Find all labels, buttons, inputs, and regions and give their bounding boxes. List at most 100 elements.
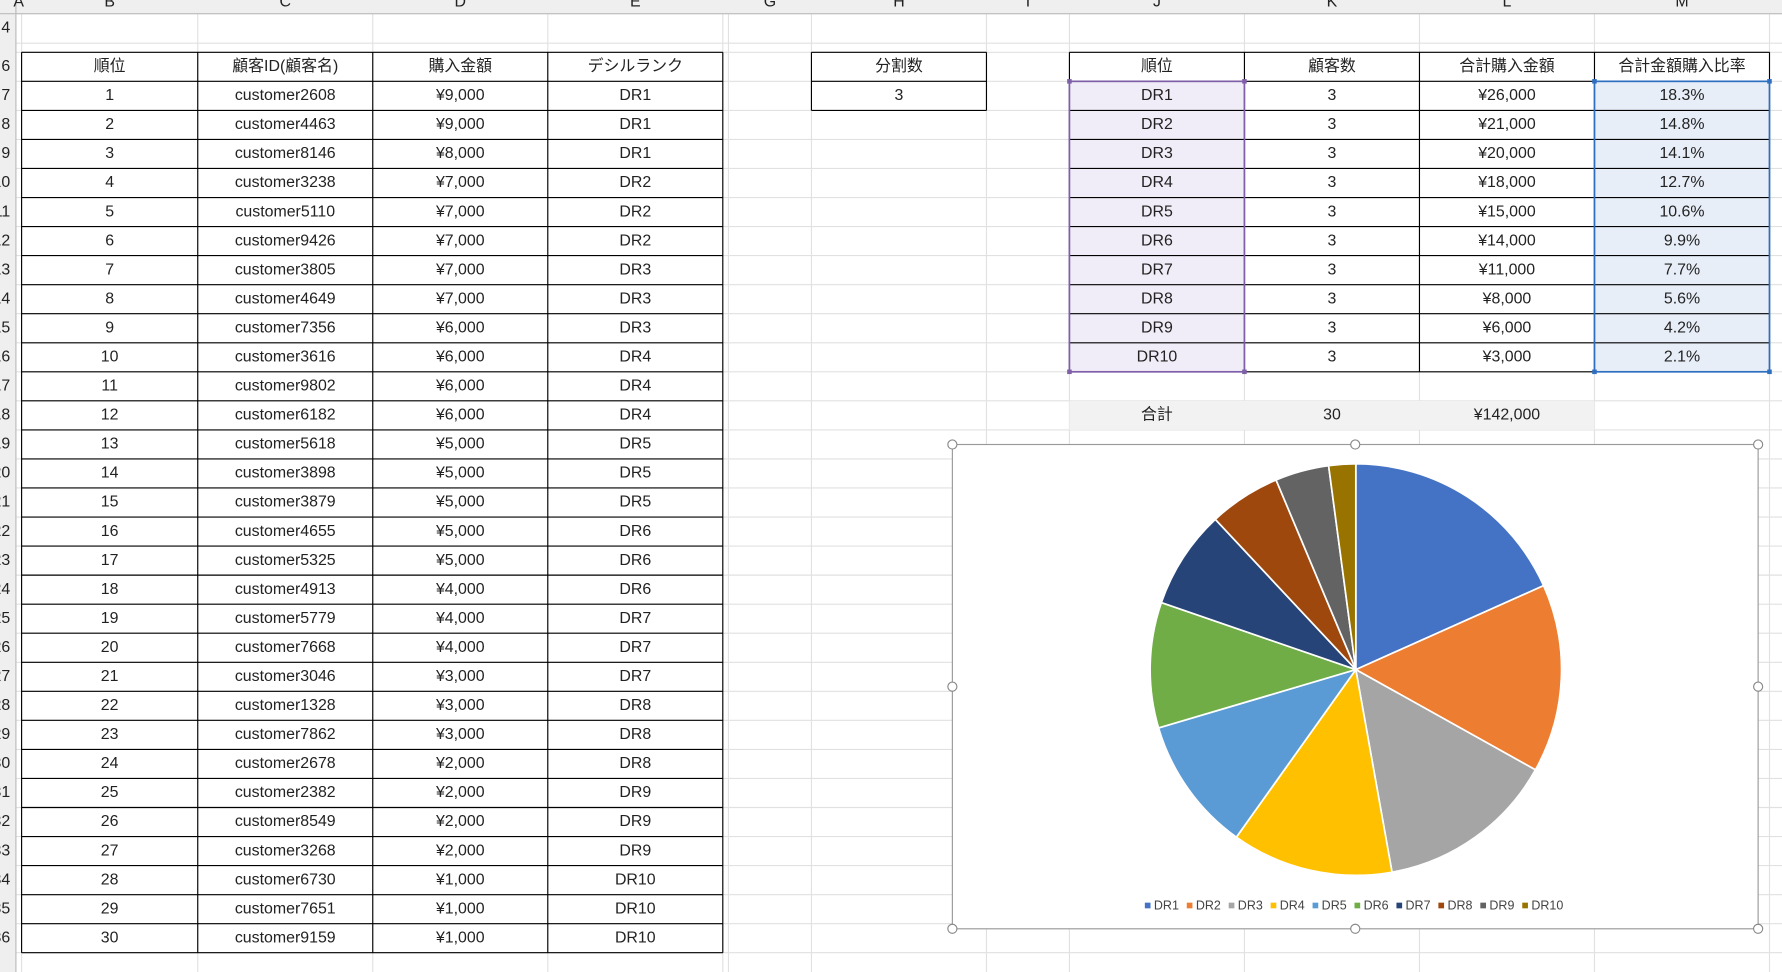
- table-cell: DR5: [619, 465, 651, 482]
- table-cell: 7: [105, 261, 114, 278]
- table-cell: 3: [1328, 145, 1337, 162]
- row-header: 14: [0, 290, 10, 307]
- table-cell: ¥3,000: [435, 668, 485, 685]
- table-header: 合計金額購入比率: [1618, 57, 1745, 75]
- table-cell: customer3046: [235, 668, 336, 685]
- table-cell: ¥5,000: [435, 465, 485, 482]
- table-cell: customer7668: [235, 639, 336, 656]
- table-cell: DR6: [619, 581, 651, 598]
- table-cell: 26: [101, 813, 119, 830]
- table-cell: ¥2,000: [435, 784, 485, 801]
- row-header: 26: [0, 639, 10, 656]
- chart-handle[interactable]: [947, 681, 958, 692]
- row-header: 12: [0, 232, 10, 249]
- table-cell: 3: [1328, 87, 1337, 104]
- chart-handle[interactable]: [1350, 439, 1361, 450]
- table-cell: DR10: [615, 929, 656, 946]
- table-cell: DR9: [619, 842, 651, 859]
- table-cell: DR8: [1141, 290, 1173, 307]
- table-cell: customer9802: [235, 378, 336, 395]
- row-header: 35: [0, 900, 10, 917]
- table-cell: customer7356: [235, 319, 336, 336]
- table-cell: ¥11,000: [1478, 261, 1535, 278]
- chart-handle[interactable]: [947, 923, 958, 934]
- row-header: 15: [0, 319, 10, 336]
- column-header: A: [13, 0, 24, 10]
- table-cell: ¥7,000: [435, 174, 485, 191]
- total-fill: [1069, 400, 1595, 430]
- selection-border: [1068, 80, 1246, 373]
- table-cell: customer3268: [235, 842, 336, 859]
- table-cell: ¥8,000: [1482, 290, 1532, 307]
- row-header-bar: [0, 0, 16, 972]
- table-cell: ¥7,000: [435, 290, 485, 307]
- table-cell: ¥9,000: [435, 116, 485, 133]
- table-cell: 15: [101, 494, 119, 511]
- legend-marker: [1396, 902, 1403, 909]
- split-value: 3: [895, 87, 904, 104]
- chart-handle[interactable]: [947, 439, 958, 450]
- total-cell: 30: [1323, 407, 1341, 424]
- row-header: 11: [0, 203, 10, 220]
- table-cell: ¥18,000: [1477, 174, 1536, 191]
- content: 順位 顧客ID(顧客名) 購入金額 デシルランク 1 customer2608 ¥9,000…: [21, 51, 1772, 954]
- table-cell: 22: [101, 697, 119, 714]
- row-header: 7: [1, 87, 10, 104]
- table-cell: 11: [101, 378, 118, 395]
- table-cell: DR10: [1137, 348, 1178, 365]
- table-cell: 5: [105, 203, 114, 220]
- table-cell: customer5110: [235, 203, 335, 220]
- column-header: J: [1153, 0, 1161, 10]
- table-header: 顧客数: [1308, 57, 1356, 75]
- table-cell: ¥20,000: [1477, 145, 1536, 162]
- row-header: 21: [0, 494, 10, 511]
- table-cell: DR9: [619, 813, 651, 830]
- table-cell: DR1: [619, 145, 651, 162]
- table-cell: 14.8%: [1659, 116, 1704, 133]
- table-cell: customer3238: [235, 174, 336, 191]
- table-cell: DR6: [619, 523, 651, 540]
- chart-handle[interactable]: [1753, 923, 1764, 934]
- table-cell: ¥6,000: [1482, 319, 1532, 336]
- column-header: C: [280, 0, 291, 10]
- table-cell: ¥15,000: [1477, 203, 1536, 220]
- chart-handle[interactable]: [1753, 439, 1764, 450]
- pie-slice: [1160, 518, 1357, 671]
- table-cell: DR8: [619, 697, 651, 714]
- table-cell: DR4: [1141, 174, 1173, 191]
- total-cell: ¥142,000: [1473, 407, 1540, 424]
- table-cell: customer3898: [235, 465, 336, 482]
- legend-marker: [1480, 902, 1487, 909]
- chart-handle[interactable]: [1753, 681, 1764, 692]
- table-cell: ¥14,000: [1477, 232, 1536, 249]
- table-cell: customer4463: [235, 116, 336, 133]
- row-header: 4: [1, 20, 10, 37]
- row-header: 13: [0, 261, 10, 278]
- table-cell: DR4: [619, 348, 651, 365]
- table-cell: ¥2,000: [435, 813, 485, 830]
- table-cell: ¥21,000: [1477, 116, 1536, 133]
- table-cell: customer7651: [235, 900, 336, 917]
- row-header: 34: [0, 871, 10, 888]
- table-cell: DR1: [619, 87, 651, 104]
- legend-label: DR7: [1406, 898, 1431, 912]
- table-cell: DR9: [1141, 319, 1173, 336]
- column-header: B: [104, 0, 115, 10]
- table-cell: 8: [105, 290, 114, 307]
- row-header: 25: [0, 610, 10, 627]
- table-cell: ¥7,000: [435, 261, 485, 278]
- table-cell: DR3: [619, 319, 651, 336]
- pie-slice: [1235, 667, 1394, 877]
- legend-label: DR5: [1322, 898, 1347, 912]
- legend-marker: [1144, 902, 1151, 909]
- row-header: 9: [1, 145, 10, 162]
- table-cell: 20: [101, 639, 119, 656]
- chart-handle[interactable]: [1350, 923, 1361, 934]
- table-cell: customer4649: [235, 290, 336, 307]
- legend-label: DR8: [1447, 898, 1472, 912]
- table-cell: ¥3,000: [435, 726, 485, 743]
- table-cell: 10: [101, 348, 119, 365]
- table-cell: DR10: [615, 871, 656, 888]
- row-header: 31: [0, 784, 10, 801]
